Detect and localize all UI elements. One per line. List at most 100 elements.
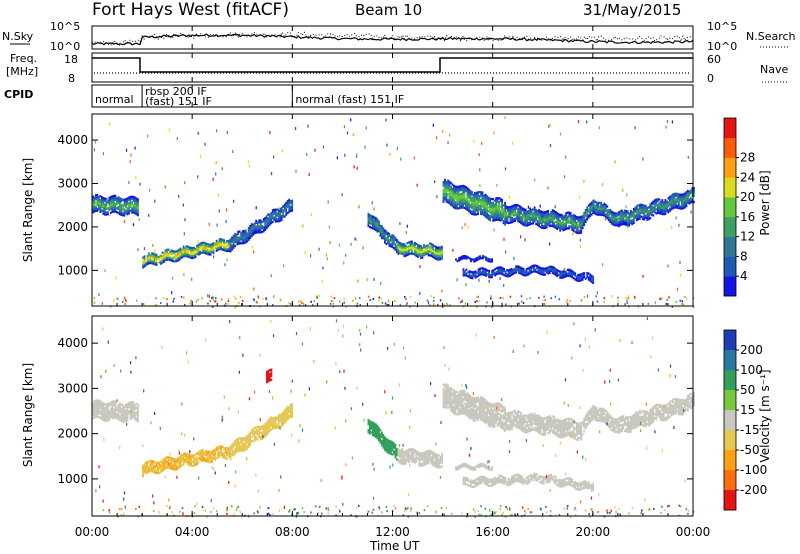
heatmap-cell bbox=[184, 452, 186, 455]
heatmap-cell bbox=[506, 420, 509, 423]
heatmap-cell bbox=[490, 209, 493, 212]
heatmap-cell bbox=[512, 208, 515, 211]
heatmap-cell bbox=[438, 248, 440, 251]
heatmap-cell bbox=[373, 434, 376, 437]
heatmap-cell bbox=[533, 270, 535, 273]
heatmap-cell bbox=[501, 202, 503, 206]
heatmap-cell bbox=[643, 210, 646, 213]
heatmap-cell bbox=[247, 435, 250, 438]
heatmap-cell bbox=[246, 234, 249, 237]
heatmap-cell bbox=[586, 212, 589, 215]
heatmap-cell bbox=[375, 423, 377, 426]
scatter-cell bbox=[586, 294, 589, 298]
heatmap-cell bbox=[444, 399, 446, 403]
heatmap-cell bbox=[132, 403, 135, 406]
heatmap-cell bbox=[499, 403, 502, 406]
heatmap-cell bbox=[391, 453, 394, 456]
heatmap-cell bbox=[388, 240, 391, 243]
heatmap-cell bbox=[214, 458, 216, 461]
heatmap-cell bbox=[142, 264, 144, 267]
heatmap-cell bbox=[592, 201, 595, 204]
heatmap-cell bbox=[143, 261, 146, 264]
heatmap-cell bbox=[178, 460, 180, 463]
heatmap-cell bbox=[527, 223, 530, 227]
heatmap-cell bbox=[691, 192, 694, 196]
heatmap-cell bbox=[562, 221, 565, 224]
heatmap-cell bbox=[211, 247, 213, 250]
heatmap-cell bbox=[468, 397, 470, 401]
heatmap-cell bbox=[372, 429, 374, 433]
heatmap-cell bbox=[463, 202, 466, 205]
heatmap-cell bbox=[581, 222, 584, 226]
heatmap-cell bbox=[209, 452, 212, 456]
heatmap-cell bbox=[670, 200, 673, 203]
colorbar-swatch bbox=[724, 216, 736, 237]
heatmap-cell bbox=[113, 404, 115, 407]
heatmap-cell bbox=[462, 186, 464, 190]
heatmap-cell bbox=[285, 409, 288, 412]
heatmap-cell bbox=[481, 201, 484, 204]
heatmap-cell bbox=[181, 250, 183, 253]
nave-right-label: Nave bbox=[760, 63, 788, 76]
heatmap-cell bbox=[495, 408, 497, 412]
heatmap-cell bbox=[405, 458, 407, 461]
heatmap-cell bbox=[462, 194, 464, 197]
heatmap-cell bbox=[438, 258, 440, 261]
heatmap-cell bbox=[498, 408, 500, 411]
heatmap-cell bbox=[616, 218, 619, 221]
heatmap-cell bbox=[288, 202, 291, 205]
heatmap-cell bbox=[584, 209, 587, 212]
heatmap-cell bbox=[218, 238, 221, 241]
colorbar-frame bbox=[723, 117, 737, 297]
heatmap-cell bbox=[448, 395, 451, 398]
heatmap-cell bbox=[553, 209, 556, 213]
heatmap-cell bbox=[607, 213, 610, 216]
heatmap-cell bbox=[480, 410, 482, 413]
heatmap-cell bbox=[276, 212, 279, 215]
heatmap-cell bbox=[99, 402, 102, 405]
heatmap-cell bbox=[670, 198, 673, 201]
heatmap-cell bbox=[590, 205, 593, 208]
ground-cell bbox=[209, 300, 211, 302]
heatmap-cell bbox=[382, 434, 385, 437]
heatmap-cell bbox=[249, 431, 252, 434]
y-tick-label: 1000 bbox=[57, 263, 88, 277]
heatmap-cell bbox=[510, 269, 513, 273]
heatmap-cell bbox=[560, 217, 563, 220]
heatmap-cell bbox=[504, 215, 506, 218]
heatmap-cell bbox=[556, 270, 559, 274]
heatmap-cell bbox=[135, 203, 138, 206]
heatmap-cell bbox=[483, 196, 485, 199]
heatmap-cell bbox=[477, 201, 479, 204]
heatmap-cell bbox=[402, 458, 404, 461]
heatmap-cell bbox=[237, 445, 239, 449]
heatmap-cell bbox=[469, 192, 472, 195]
heatmap-cell bbox=[490, 421, 493, 424]
heatmap-cell bbox=[474, 201, 476, 204]
heatmap-cell bbox=[227, 447, 230, 450]
heatmap-cell bbox=[502, 216, 505, 219]
scatter-cell bbox=[461, 226, 463, 230]
heatmap-cell bbox=[286, 413, 289, 417]
ground-cell bbox=[617, 300, 619, 303]
heatmap-cell bbox=[445, 180, 448, 184]
heatmap-cell bbox=[194, 461, 197, 464]
heatmap-cell bbox=[148, 258, 150, 261]
heatmap-cell bbox=[135, 197, 138, 200]
heatmap-cell bbox=[411, 452, 413, 455]
heatmap-cell bbox=[468, 395, 470, 399]
heatmap-cell bbox=[667, 203, 670, 206]
heatmap-cell bbox=[495, 267, 498, 270]
heatmap-cell bbox=[475, 191, 478, 194]
heatmap-cell bbox=[217, 454, 219, 457]
heatmap-cell bbox=[252, 225, 255, 228]
heatmap-cell bbox=[470, 276, 472, 279]
heatmap-cell bbox=[460, 200, 463, 203]
heatmap-cell bbox=[163, 252, 165, 255]
scatter-cell bbox=[345, 253, 347, 257]
heatmap-cell bbox=[456, 191, 458, 194]
heatmap-cell bbox=[629, 210, 632, 213]
heatmap-cell bbox=[592, 277, 595, 281]
heatmap-cell bbox=[572, 227, 575, 230]
heatmap-cell bbox=[498, 266, 501, 269]
